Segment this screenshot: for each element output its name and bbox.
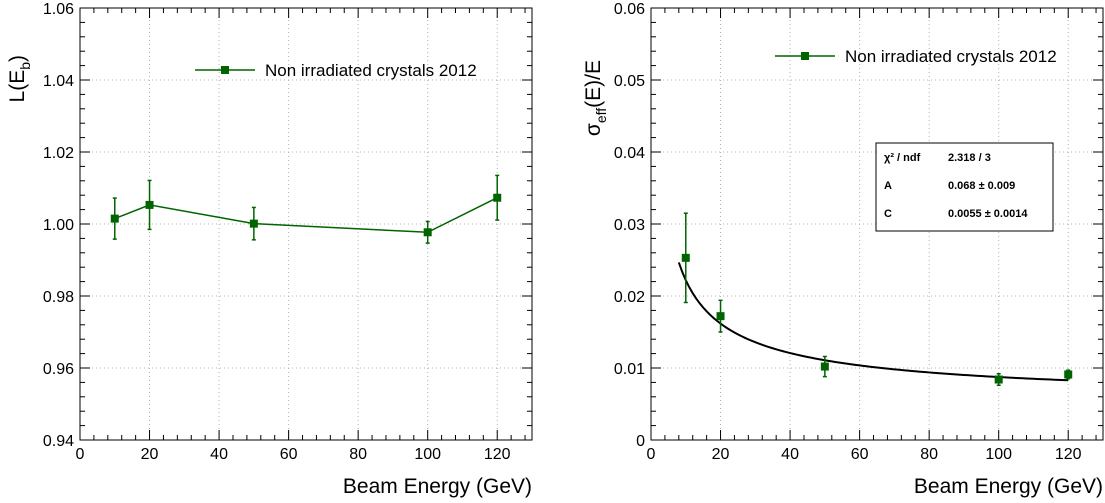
- data-point: [994, 375, 1003, 384]
- data-point: [1064, 370, 1073, 379]
- x-tick-label: 60: [280, 446, 298, 463]
- y-tick-label: 0.02: [614, 289, 645, 306]
- x-tick-label: 40: [781, 446, 799, 463]
- y-axis-label-main: L(E: [6, 70, 29, 103]
- y-tick-label: 0.06: [614, 1, 645, 18]
- chart-panel-2: 0 20 40 60 80 100 120 0 0.01 0.02 0.03 0.04 0.05 0.06…: [582, 1, 1104, 498]
- y-axis-label: L(Eb): [6, 55, 33, 102]
- x-axis-label: Beam Energy (GeV): [914, 475, 1103, 498]
- y-axis-label-end: ): [6, 55, 29, 62]
- fit-stat-label: C: [884, 208, 892, 220]
- legend-marker: [801, 52, 809, 60]
- x-tick-label: 20: [141, 446, 159, 463]
- data-point: [145, 200, 154, 209]
- data-point: [249, 219, 258, 228]
- x-tick-label: 80: [349, 446, 367, 463]
- y-tick-label: 1.04: [43, 73, 74, 90]
- y-tick-label: 0: [636, 433, 645, 450]
- chart-panel-1: 0 20 40 60 80 100 120 0.94 0.96 0.98 1.00 1.02 1.04 1…: [6, 1, 533, 498]
- fit-stat-label: χ² / ndf: [884, 152, 921, 164]
- data-point: [493, 193, 502, 202]
- x-tick-label: 80: [920, 446, 938, 463]
- y-tick-label: 0.94: [43, 433, 74, 450]
- y-tick-label: 0.98: [43, 289, 74, 306]
- y-axis-label-sub: eff: [593, 108, 609, 123]
- x-tick-label: 100: [414, 446, 441, 463]
- legend-label: Non irradiated crystals 2012: [845, 47, 1057, 66]
- fit-stat-value: 2.318 / 3: [948, 152, 991, 164]
- x-tick-label: 100: [985, 446, 1012, 463]
- y-tick-label: 0.04: [614, 145, 645, 162]
- y-tick-label: 0.96: [43, 361, 74, 378]
- y-tick-label: 1.06: [43, 1, 74, 18]
- fit-stat-label: A: [884, 180, 892, 192]
- fit-stat-value: 0.0055 ± 0.0014: [948, 208, 1028, 220]
- legend-label: Non irradiated crystals 2012: [265, 61, 477, 80]
- y-axis-label: σeff(E)/E: [582, 60, 609, 136]
- y-tick-label: 1.02: [43, 145, 74, 162]
- fit-stat-value: 0.068 ± 0.009: [948, 180, 1015, 192]
- y-axis-label-main: σ: [582, 123, 605, 136]
- y-tick-label: 0.03: [614, 217, 645, 234]
- legend-marker: [221, 66, 229, 74]
- x-tick-label: 0: [76, 446, 85, 463]
- x-tick-label: 40: [210, 446, 228, 463]
- x-axis-label: Beam Energy (GeV): [343, 475, 532, 498]
- y-axis-label-sub: b: [17, 62, 33, 70]
- y-tick-label: 0.01: [614, 361, 645, 378]
- x-tick-label: 120: [484, 446, 511, 463]
- fit-stats-box: [875, 142, 1054, 232]
- y-tick-label: 1.00: [43, 217, 74, 234]
- data-point: [110, 214, 119, 223]
- data-point: [820, 362, 829, 371]
- y-axis-label-end: (E)/E: [582, 60, 605, 108]
- series-line: [114, 197, 498, 234]
- data-point: [681, 253, 690, 262]
- data-point: [716, 312, 725, 321]
- x-tick-label: 0: [647, 446, 656, 463]
- fit-curve: [677, 262, 1069, 382]
- x-tick-label: 20: [712, 446, 730, 463]
- x-tick-label: 120: [1055, 446, 1082, 463]
- y-tick-label: 0.05: [614, 73, 645, 90]
- x-tick-label: 60: [851, 446, 869, 463]
- data-point: [423, 228, 432, 237]
